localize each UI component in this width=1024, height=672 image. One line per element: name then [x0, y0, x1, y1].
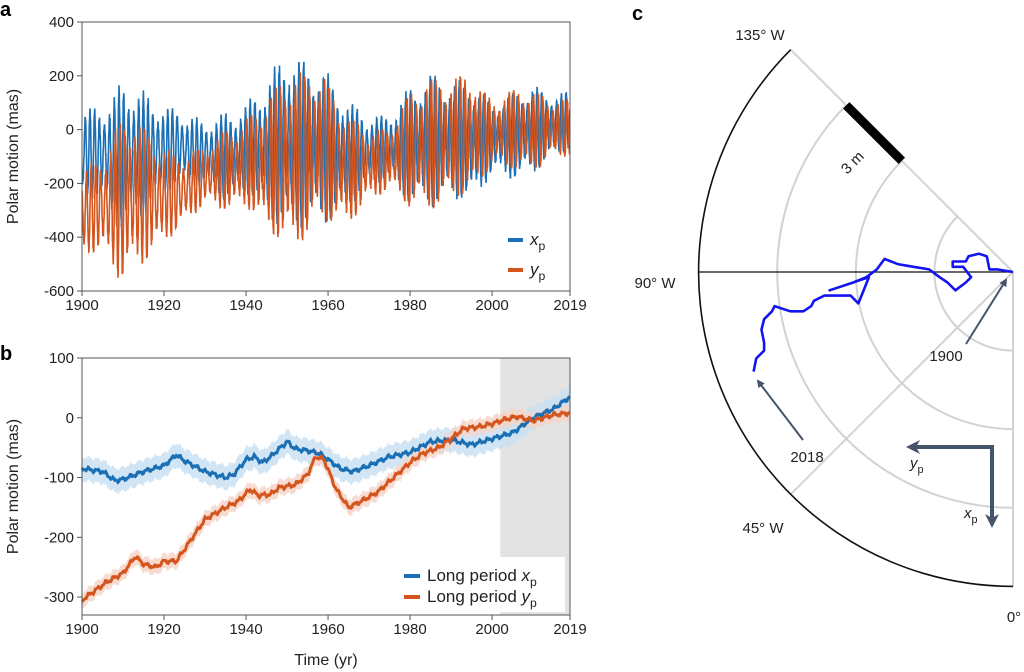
series-line-long-period-p	[80, 395, 571, 485]
pole-path-line	[752, 252, 1014, 372]
panel-b-chart: 1900 1920 1940 1960 1980 2000 2019 100 0 -100 -200…	[5, 350, 587, 669]
x-tick-label: 1920	[147, 297, 180, 314]
series-line-long-period-p	[80, 410, 571, 603]
angle-label-0: 0°	[1007, 609, 1021, 626]
y-tick-label: -400	[44, 229, 74, 246]
x-tick-label: 1940	[229, 297, 262, 314]
angle-label-135w: 135° W	[735, 27, 785, 44]
x-tick-label: 1900	[65, 621, 98, 638]
uncertainty-band-p	[82, 384, 570, 495]
panel-letter-c: c	[632, 3, 643, 25]
x-tick-label: 1980	[393, 621, 426, 638]
legend-label-xp: xp	[529, 230, 546, 253]
x-tick-label: 1920	[147, 621, 180, 638]
y-tick-label: 200	[49, 68, 74, 85]
panel-letter-a: a	[0, 0, 12, 21]
x-tick-label: 1940	[229, 621, 262, 638]
y-tick-label: -100	[44, 470, 74, 487]
legend-box	[398, 557, 565, 612]
yp-axis-label: yp	[909, 455, 924, 476]
plot-frame	[81, 357, 571, 616]
x-tick-label: 2019	[553, 297, 586, 314]
panel-a-chart: 1900 1920 1940 1960 1980 2000 20194002000-200-…	[5, 14, 587, 314]
y-tick-label: 100	[49, 350, 74, 367]
start-arrow	[965, 278, 1008, 345]
x-tick-label: 2019	[553, 621, 586, 638]
grid-ring	[776, 104, 1014, 509]
legend-label-long-period-p: Long period yp	[427, 587, 537, 610]
y-tick-label: -600	[44, 283, 74, 300]
x-tick-label: 1900	[65, 297, 98, 314]
x-tick-label: 1980	[393, 297, 426, 314]
xp-axis-label: xp	[963, 505, 978, 526]
end-year-label: 2018	[790, 449, 823, 466]
series-line-yp	[82, 72, 570, 278]
plot-frame	[81, 21, 571, 292]
panel-letter-b: b	[0, 343, 12, 365]
end-arrow	[756, 379, 804, 441]
panel-c-polar-plot: 3 m 135° W 90° W 45° W 0° 1900 2018 yp xp	[634, 27, 1021, 626]
y-tick-label: -200	[44, 529, 74, 546]
y-tick-label: 0	[66, 122, 74, 139]
x-tick-label: 1960	[311, 621, 344, 638]
y-axis-label: Polar motion (mas)	[5, 89, 22, 224]
x-tick-label: 1960	[311, 297, 344, 314]
angle-label-45w: 45° W	[742, 520, 784, 537]
grid-ring	[933, 215, 1014, 352]
scale-bar-label: 3 m	[838, 148, 868, 178]
scale-bar	[843, 102, 906, 165]
axis-arrows-icon	[916, 445, 994, 516]
angle-label-90w: 90° W	[634, 275, 676, 292]
legend-label-long-period-p: Long period xp	[427, 566, 537, 589]
x-tick-label: 2000	[475, 297, 508, 314]
y-tick-label: -300	[44, 589, 74, 606]
x-axis-label: Time (yr)	[294, 652, 357, 669]
legend-label-yp: yp	[529, 260, 546, 283]
x-tick-label: 2000	[475, 621, 508, 638]
radial-line-45w	[789, 271, 1014, 496]
y-tick-label: 0	[66, 410, 74, 427]
y-tick-label: -200	[44, 175, 74, 192]
y-axis-label: Polar motion (mas)	[5, 419, 22, 554]
outer-boundary-arc	[697, 49, 1014, 588]
grid-ring	[854, 160, 1014, 431]
start-year-label: 1900	[929, 348, 962, 365]
y-tick-label: 400	[49, 14, 74, 31]
